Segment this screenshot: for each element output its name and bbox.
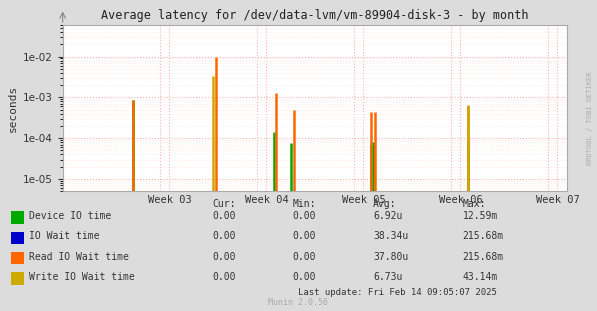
Text: IO Wait time: IO Wait time <box>29 231 99 241</box>
Text: 0.00: 0.00 <box>293 252 316 262</box>
Text: Last update: Fri Feb 14 09:05:07 2025: Last update: Fri Feb 14 09:05:07 2025 <box>298 287 497 296</box>
Text: Write IO Wait time: Write IO Wait time <box>29 272 134 282</box>
Text: Max:: Max: <box>463 199 486 209</box>
Text: Read IO Wait time: Read IO Wait time <box>29 252 128 262</box>
Text: 38.34u: 38.34u <box>373 231 408 241</box>
Text: 6.92u: 6.92u <box>373 211 402 221</box>
Title: Average latency for /dev/data-lvm/vm-89904-disk-3 - by month: Average latency for /dev/data-lvm/vm-899… <box>101 9 529 22</box>
Text: 0.00: 0.00 <box>212 211 235 221</box>
Text: 6.73u: 6.73u <box>373 272 402 282</box>
Text: 0.00: 0.00 <box>212 252 235 262</box>
Text: Device IO time: Device IO time <box>29 211 111 221</box>
Text: Min:: Min: <box>293 199 316 209</box>
Text: 0.00: 0.00 <box>293 272 316 282</box>
Text: Munin 2.0.56: Munin 2.0.56 <box>269 298 328 307</box>
Y-axis label: seconds: seconds <box>8 85 17 132</box>
Text: Avg:: Avg: <box>373 199 396 209</box>
Text: 12.59m: 12.59m <box>463 211 498 221</box>
Text: Cur:: Cur: <box>212 199 235 209</box>
Text: 0.00: 0.00 <box>293 231 316 241</box>
Text: 43.14m: 43.14m <box>463 272 498 282</box>
Text: 0.00: 0.00 <box>212 231 235 241</box>
Text: 0.00: 0.00 <box>293 211 316 221</box>
Text: 215.68m: 215.68m <box>463 252 504 262</box>
Text: 37.80u: 37.80u <box>373 252 408 262</box>
Text: 215.68m: 215.68m <box>463 231 504 241</box>
Text: 0.00: 0.00 <box>212 272 235 282</box>
Text: RRDTOOL / TOBI OETIKER: RRDTOOL / TOBI OETIKER <box>587 72 593 165</box>
